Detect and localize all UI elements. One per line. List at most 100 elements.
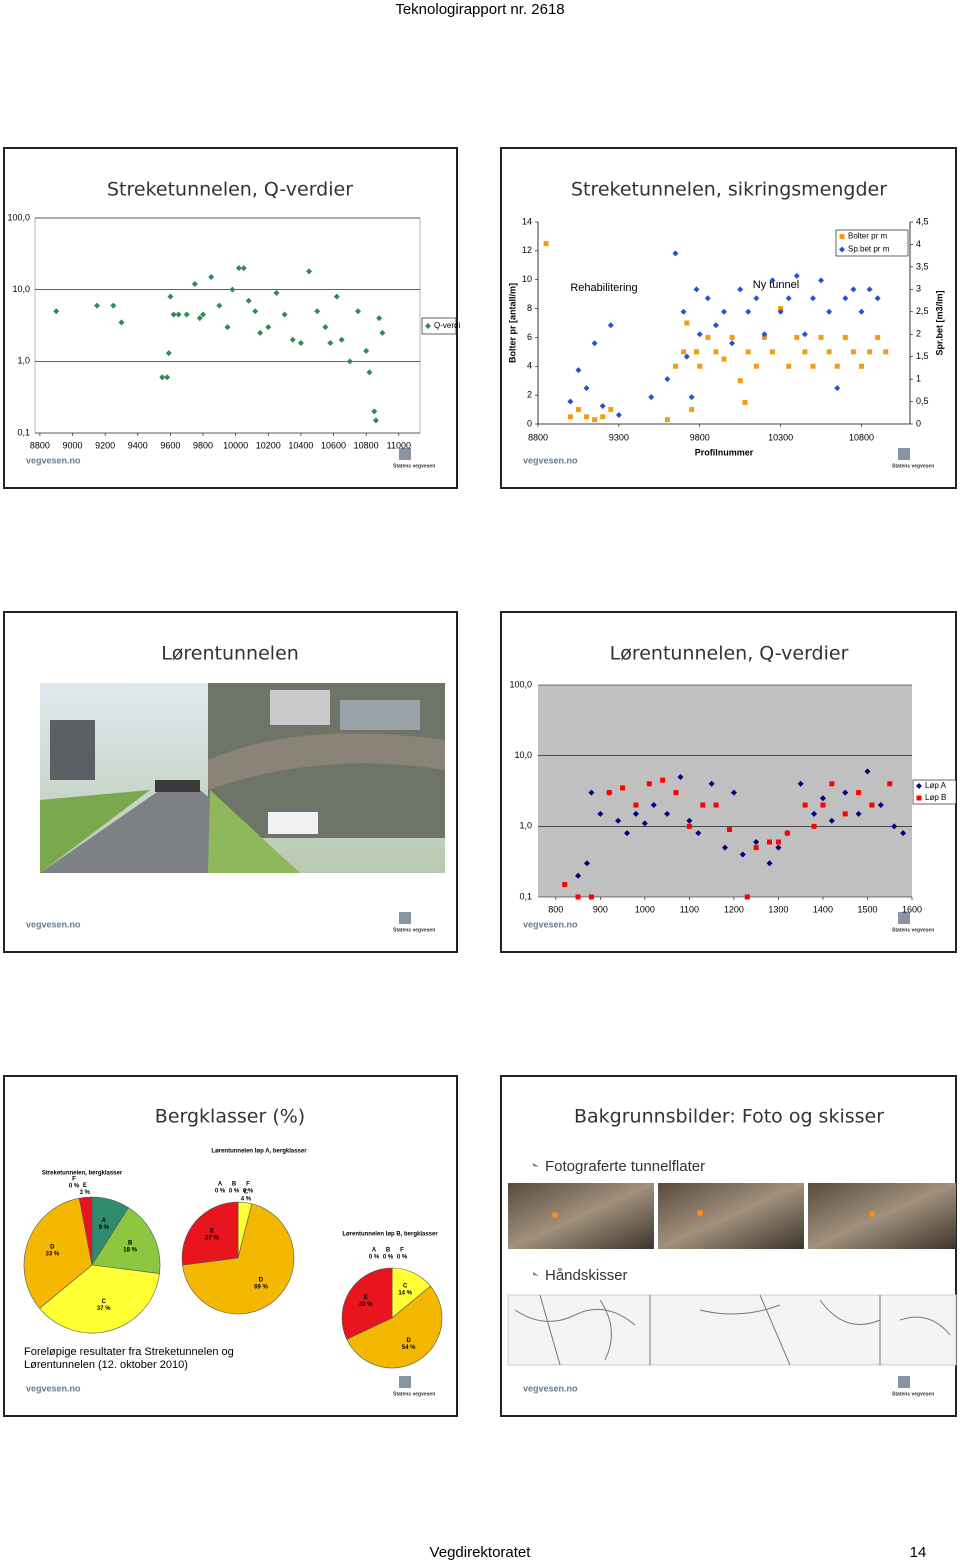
- pie-title: Streketunnelen, bergklasser: [42, 1171, 123, 1177]
- point: [322, 324, 329, 331]
- point: [110, 302, 117, 309]
- pie-label: C: [102, 1299, 107, 1305]
- point: [588, 894, 594, 900]
- point: [575, 872, 582, 879]
- point: [650, 802, 657, 809]
- point: [802, 802, 808, 808]
- point: [686, 817, 693, 824]
- point: [599, 403, 606, 410]
- point: [785, 295, 792, 302]
- point: [867, 349, 873, 355]
- point: [229, 286, 236, 293]
- point: [689, 407, 695, 413]
- slide-title: Lørentunnelen: [161, 643, 299, 665]
- point: [289, 336, 296, 343]
- point: [688, 394, 695, 401]
- point: [346, 358, 353, 365]
- pie-label: B: [386, 1248, 391, 1254]
- point: [753, 295, 760, 302]
- point: [739, 851, 746, 858]
- point: [828, 817, 835, 824]
- point: [606, 790, 612, 796]
- point: [118, 319, 125, 326]
- legend-label: Løp A: [925, 781, 947, 790]
- pie-label: F: [72, 1177, 76, 1183]
- y-tick-label: 2: [527, 390, 532, 400]
- pie-label: D: [259, 1278, 264, 1284]
- point: [167, 293, 174, 300]
- page-footer: Vegdirektoratet: [430, 1544, 532, 1561]
- pie-slice: [91, 1207, 161, 1274]
- pie-label: A: [218, 1182, 223, 1188]
- x-tick-label: 10300: [768, 432, 793, 442]
- point: [834, 363, 840, 369]
- page-header: Teknologirapport nr. 2618: [395, 1, 564, 18]
- pie-slice: [181, 1201, 239, 1266]
- pie-label: E: [210, 1229, 214, 1235]
- bullet-icon: [533, 1163, 539, 1167]
- x-tick-label: 10600: [321, 440, 346, 450]
- point: [820, 802, 826, 808]
- pie-value-label: 0 %: [69, 1184, 80, 1190]
- brand-agency: Statens vegvesen: [892, 927, 934, 933]
- pie-value-label: 0 %: [243, 1189, 254, 1195]
- point: [794, 334, 800, 340]
- y-tick-label: 10: [522, 274, 532, 284]
- point: [842, 789, 849, 796]
- point: [376, 315, 383, 322]
- point: [265, 324, 272, 331]
- point: [705, 334, 711, 340]
- point: [53, 308, 60, 315]
- point: [900, 830, 907, 837]
- y2-tick-label: 2: [916, 329, 921, 339]
- point: [224, 324, 231, 331]
- point: [327, 340, 334, 347]
- pie-slice: [182, 1203, 295, 1315]
- y-tick-label: 8: [527, 303, 532, 313]
- point: [93, 302, 100, 309]
- pie-label: F: [246, 1182, 250, 1188]
- point: [592, 417, 598, 423]
- point: [543, 241, 549, 247]
- legend-box: [421, 317, 457, 335]
- point: [646, 781, 652, 787]
- point: [753, 845, 759, 851]
- pie-label: C: [403, 1284, 408, 1290]
- pie-value-label: 32 %: [359, 1302, 373, 1308]
- x-tick-label: 1200: [724, 904, 744, 914]
- annotation: Ny tunnel: [753, 279, 799, 291]
- point: [664, 376, 671, 383]
- brand-site: vegvesen.no: [523, 1383, 578, 1393]
- x-axis-label: Profilnummer: [695, 447, 754, 457]
- point: [567, 414, 573, 420]
- y-tick-label: 10,0: [514, 750, 532, 760]
- point: [891, 823, 898, 830]
- page-number: 14: [910, 1544, 927, 1561]
- y-tick-label: 0,1: [519, 891, 532, 901]
- tunnel-photos: [508, 1183, 956, 1249]
- point: [697, 363, 703, 369]
- point: [784, 830, 790, 836]
- legend-label: Q-verdi: [434, 321, 460, 330]
- y2-tick-label: 0,5: [916, 396, 929, 406]
- point: [677, 773, 684, 780]
- pie-value-label: 37 %: [97, 1306, 111, 1312]
- x-tick-label: 1100: [680, 904, 699, 914]
- y-tick-label: 6: [527, 332, 532, 342]
- point: [196, 315, 203, 322]
- point: [811, 823, 817, 829]
- legend-marker: [839, 246, 845, 253]
- pie-value-label: 0 %: [397, 1255, 408, 1261]
- pie-title: Lørentunnelen løp A, bergklasser: [211, 1149, 307, 1155]
- point: [583, 385, 590, 392]
- y2-tick-label: 1,5: [916, 351, 929, 361]
- point: [850, 286, 857, 293]
- y2-tick-label: 1: [916, 373, 921, 383]
- point: [842, 295, 849, 302]
- point: [584, 414, 590, 420]
- point: [786, 363, 792, 369]
- brand-logo: [399, 448, 411, 460]
- pie-slice: [346, 1285, 443, 1369]
- point: [191, 280, 198, 287]
- point: [775, 844, 782, 851]
